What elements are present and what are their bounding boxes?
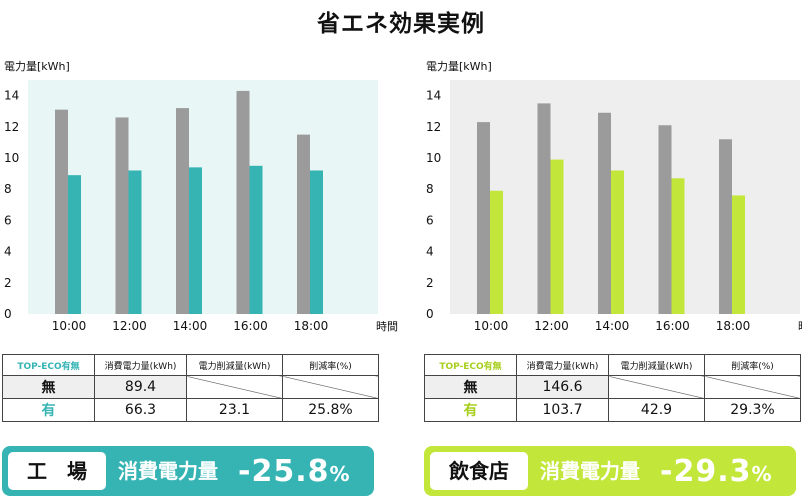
table-row: 有 66.3 23.1 25.8%: [2, 398, 379, 422]
restaurant-chart: 電力量[kWh] 0 2 4 6 8 10 12 14 10:00 12:00 14:00 16:00 1…: [426, 60, 802, 333]
x-axis-label: 時間: [376, 320, 398, 333]
table-header-consumption: 消費電力量(kWh): [94, 354, 187, 376]
y-tick-label: 2: [426, 276, 434, 290]
y-tick-label: 14: [4, 89, 19, 103]
y-tick-label: 10: [4, 151, 19, 165]
y-axis-label: 電力量[kWh]: [426, 60, 492, 73]
reduction-cell: 42.9: [608, 398, 705, 422]
x-tick-label: 18:00: [716, 319, 751, 333]
y-tick-label: 10: [426, 151, 441, 165]
x-tick-label: 10:00: [474, 319, 509, 333]
y-tick-label: 12: [426, 120, 441, 134]
x-tick-label: 12:00: [112, 319, 147, 333]
banner-value: -25.8%: [238, 446, 351, 496]
empty-diagonal-cell: [608, 375, 705, 399]
empty-diagonal-cell: [282, 375, 379, 399]
bar-with: [611, 170, 624, 314]
table-header-consumption: 消費電力量(kWh): [516, 354, 609, 376]
empty-diagonal-cell: [704, 375, 801, 399]
bar-with: [128, 170, 142, 314]
bar-with: [189, 167, 202, 314]
banner-subtitle: 消費電力量: [118, 459, 218, 483]
x-tick-label: 16:00: [233, 319, 268, 333]
table-row: 無 89.4: [2, 375, 379, 399]
bar-with: [550, 159, 564, 314]
factory-banner: 工 場 消費電力量 -25.8%: [2, 446, 374, 496]
table-header-rate: 削減率(%): [282, 354, 379, 376]
restaurant-table: TOP-ECO有無 消費電力量(kWh) 電力削減量(kWh) 削減率(%) 無…: [424, 354, 801, 422]
bar-without: [598, 112, 611, 314]
y-tick-label: 4: [4, 245, 12, 259]
restaurant-panel: 電力量[kWh] 0 2 4 6 8 10 12 14 10:00 12:00 14:00 16:00 1…: [424, 0, 802, 499]
bar-with: [671, 178, 685, 314]
factory-table: TOP-ECO有無 消費電力量(kWh) 電力削減量(kWh) 削減率(%) 無…: [2, 354, 379, 422]
bar-without: [537, 103, 551, 315]
rate-cell: 25.8%: [282, 398, 379, 422]
x-tick-label: 14:00: [595, 319, 630, 333]
y-tick-label: 8: [426, 182, 434, 196]
row-label-without: 無: [424, 375, 517, 399]
x-tick-label: 10:00: [52, 319, 87, 333]
bar-with: [732, 195, 745, 314]
row-label-without: 無: [2, 375, 95, 399]
table-row: 無 146.6: [424, 375, 801, 399]
restaurant-banner: 飲食店 消費電力量 -29.3%: [424, 446, 796, 496]
bar-with: [68, 175, 81, 314]
banner-label: 工 場: [8, 452, 106, 490]
consumption-cell: 66.3: [94, 398, 187, 422]
y-axis-label: 電力量[kWh]: [4, 60, 70, 73]
row-label-with: 有: [424, 398, 517, 422]
table-header-toggle: TOP-ECO有無: [2, 354, 95, 376]
y-tick-label: 4: [426, 245, 434, 259]
y-tick-label: 14: [426, 89, 441, 103]
table-header-reduction: 電力削減量(kWh): [608, 354, 705, 376]
table-header-toggle: TOP-ECO有無: [424, 354, 517, 376]
x-tick-label: 14:00: [173, 319, 208, 333]
y-tick-label: 12: [4, 120, 19, 134]
banner-value-number: -25.8: [238, 454, 330, 489]
table-header-rate: 削減率(%): [704, 354, 801, 376]
empty-diagonal-cell: [186, 375, 283, 399]
consumption-cell: 146.6: [516, 375, 609, 399]
x-tick-label: 16:00: [655, 319, 690, 333]
banner-value: -29.3%: [660, 446, 773, 496]
bar-without: [719, 139, 732, 314]
bar-without: [236, 90, 250, 314]
x-tick-label: 12:00: [534, 319, 569, 333]
bar-without: [477, 122, 490, 315]
page-title: 省エネ効果実例: [317, 11, 485, 37]
y-tick-label: 2: [4, 276, 12, 290]
factory-panel: 電力量[kWh] 0 2 4 6 8 10 12 14 10:00 12:00 14:00 16:00 1…: [2, 0, 398, 499]
factory-chart: 電力量[kWh] 0 2 4 6 8 10 12 14 10:00 12:00 14:00 16:00 1…: [4, 60, 398, 333]
banner-subtitle: 消費電力量: [540, 459, 640, 483]
banner-value-number: -29.3: [660, 454, 752, 489]
bar-without: [297, 134, 310, 314]
rate-cell: 29.3%: [704, 398, 801, 422]
table-header-reduction: 電力削減量(kWh): [186, 354, 283, 376]
bar-with: [310, 170, 323, 314]
bar-with: [249, 165, 263, 314]
bar-without: [55, 109, 68, 314]
bar-without: [658, 125, 672, 315]
reduction-cell: 23.1: [186, 398, 283, 422]
table-row: 有 103.7 42.9 29.3%: [424, 398, 801, 422]
consumption-cell: 103.7: [516, 398, 609, 422]
bar-without: [176, 108, 189, 314]
bar-without: [115, 117, 129, 314]
banner-value-unit: %: [751, 462, 773, 486]
y-tick-label: 0: [426, 307, 434, 321]
x-tick-label: 18:00: [294, 319, 329, 333]
consumption-cell: 89.4: [94, 375, 187, 399]
y-tick-label: 0: [4, 307, 12, 321]
y-tick-label: 8: [4, 182, 12, 196]
bar-with: [490, 190, 503, 314]
x-axis-label: 時間: [798, 320, 802, 333]
y-tick-label: 6: [4, 213, 12, 227]
banner-label: 飲食店: [430, 452, 528, 490]
row-label-with: 有: [2, 398, 95, 422]
y-tick-label: 6: [426, 213, 434, 227]
banner-value-unit: %: [329, 462, 351, 486]
